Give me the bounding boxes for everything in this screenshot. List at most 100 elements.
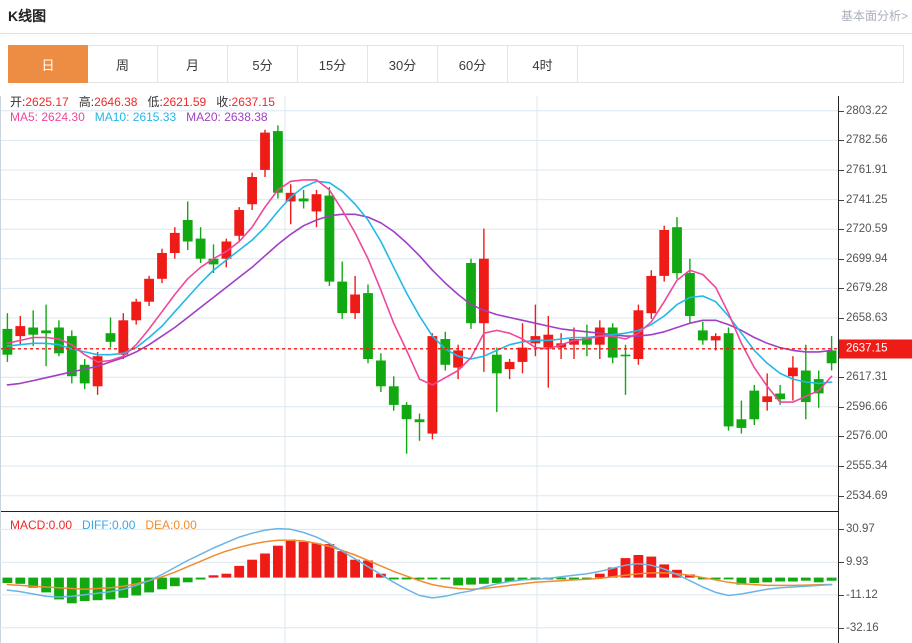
macd-histogram-bar bbox=[182, 577, 193, 583]
tab-label: 15分 bbox=[318, 57, 347, 73]
candle-body bbox=[388, 386, 399, 405]
macd-histogram-bar bbox=[66, 577, 77, 604]
candle-body bbox=[79, 364, 90, 384]
price-axis-tick-mark bbox=[839, 288, 844, 290]
candle-body bbox=[363, 293, 373, 359]
tab-1[interactable]: 日 bbox=[8, 45, 88, 83]
macd-histogram-bar bbox=[594, 573, 605, 578]
low-label: 低: bbox=[147, 95, 163, 109]
macd-axis-tick-mark bbox=[839, 594, 844, 596]
tab-2[interactable]: 周 bbox=[88, 45, 158, 83]
tab-3[interactable]: 月 bbox=[158, 45, 228, 83]
candle-body bbox=[182, 220, 193, 242]
tab-label: 日 bbox=[41, 57, 55, 73]
candle-body bbox=[479, 258, 489, 324]
macd-axis-tick-mark bbox=[839, 529, 844, 531]
ma5-label: MA5: bbox=[10, 110, 39, 124]
candle-body bbox=[659, 230, 670, 276]
price-axis-tick-mark bbox=[839, 377, 844, 379]
tab-7[interactable]: 60分 bbox=[438, 45, 508, 83]
price-axis-tick: 2741.25 bbox=[846, 193, 888, 206]
tab-8[interactable]: 4时 bbox=[508, 45, 578, 83]
macd-histogram-bar bbox=[28, 577, 39, 588]
candle-body bbox=[2, 328, 13, 355]
macd-histogram-bar bbox=[260, 553, 270, 578]
fundamental-analysis-link[interactable]: 基本面分析> bbox=[840, 9, 908, 23]
macd-histogram-bar bbox=[221, 573, 232, 578]
macd-histogram-bar bbox=[620, 558, 631, 578]
macd-histogram-bar bbox=[337, 551, 348, 578]
macd-histogram-bar bbox=[517, 577, 528, 580]
macd-histogram-bar bbox=[762, 577, 773, 583]
macd-histogram-bar bbox=[144, 577, 154, 593]
ohlc-info-bar: 开:2625.17 高:2646.38 低:2621.59 收:2637.15 MA5… bbox=[0, 84, 912, 124]
macd-histogram-bar bbox=[2, 577, 13, 583]
macd-label: MACD: bbox=[10, 518, 49, 532]
tab-4[interactable]: 5分 bbox=[228, 45, 298, 83]
dea-value: 0.00 bbox=[173, 518, 197, 532]
macd-histogram-bar bbox=[607, 567, 618, 578]
candle-body bbox=[723, 333, 734, 427]
ohlc-row: 开:2625.17 高:2646.38 低:2621.59 收:2637.15 bbox=[10, 93, 275, 110]
macd-histogram-bar bbox=[556, 577, 567, 580]
macd-histogram-bar bbox=[195, 577, 206, 580]
macd-histogram-bar bbox=[401, 577, 412, 580]
macd-histogram-bar bbox=[54, 577, 64, 600]
high-value: 2646.38 bbox=[94, 95, 138, 109]
macd-histogram-bar bbox=[697, 577, 708, 580]
candle-body bbox=[376, 360, 386, 387]
macd-histogram-bar bbox=[710, 577, 721, 580]
macd-histogram-bar bbox=[466, 577, 476, 585]
macd-histogram-bar bbox=[440, 577, 451, 580]
macd-histogram-bar bbox=[247, 559, 257, 578]
close-label: 收: bbox=[216, 95, 232, 109]
candle-body bbox=[569, 339, 579, 345]
candle-body bbox=[311, 194, 322, 212]
open-value: 2625.17 bbox=[25, 95, 69, 109]
macd-histogram-bar bbox=[285, 539, 296, 578]
candle-body bbox=[350, 294, 360, 314]
candle-body bbox=[466, 263, 476, 324]
macd-histogram-bar bbox=[749, 577, 760, 583]
low-value: 2621.59 bbox=[162, 95, 207, 109]
price-axis-tick: 2761.91 bbox=[846, 163, 888, 176]
candle-body bbox=[221, 241, 232, 259]
diff-line bbox=[6, 527, 833, 599]
macd-histogram-bar bbox=[131, 577, 142, 596]
macd-histogram-bar bbox=[388, 577, 399, 580]
candle-body bbox=[813, 379, 824, 394]
candle-body bbox=[762, 396, 773, 402]
candle-body bbox=[169, 232, 180, 253]
candle-body bbox=[800, 370, 811, 402]
tab-6[interactable]: 30分 bbox=[368, 45, 438, 83]
candle-body bbox=[607, 327, 618, 358]
candlestick-chart[interactable] bbox=[0, 96, 838, 511]
tab-label: 4时 bbox=[532, 57, 553, 73]
candle-body bbox=[298, 198, 309, 202]
macd-axis-tick: 9.93 bbox=[846, 556, 869, 569]
candle-body bbox=[775, 393, 785, 400]
pane-separator bbox=[0, 511, 838, 512]
macd-chart[interactable] bbox=[0, 513, 838, 643]
candle-body bbox=[582, 337, 592, 345]
candle-body bbox=[157, 253, 167, 279]
ma10-value: 2615.33 bbox=[132, 110, 177, 124]
macd-histogram-bar bbox=[311, 543, 322, 578]
high-label: 高: bbox=[78, 95, 95, 109]
dea-line bbox=[6, 539, 833, 591]
macd-histogram-bar bbox=[414, 577, 425, 580]
open-label: 开: bbox=[10, 95, 26, 109]
price-axis-tick: 2617.31 bbox=[846, 371, 888, 384]
candle-body bbox=[66, 336, 77, 377]
candle-body bbox=[131, 301, 142, 321]
price-axis-tick: 2679.28 bbox=[846, 282, 888, 295]
close-value: 2637.15 bbox=[231, 95, 275, 109]
price-axis-tick-mark bbox=[839, 406, 844, 408]
price-axis-tick: 2720.59 bbox=[846, 223, 888, 236]
candle-body bbox=[788, 367, 798, 377]
tab-5[interactable]: 15分 bbox=[298, 45, 368, 83]
macd-histogram-bar bbox=[736, 577, 747, 585]
macd-axis-tick: -11.12 bbox=[846, 588, 878, 601]
macd-histogram-bar bbox=[453, 577, 463, 586]
ma20-value: 2638.38 bbox=[224, 110, 268, 124]
